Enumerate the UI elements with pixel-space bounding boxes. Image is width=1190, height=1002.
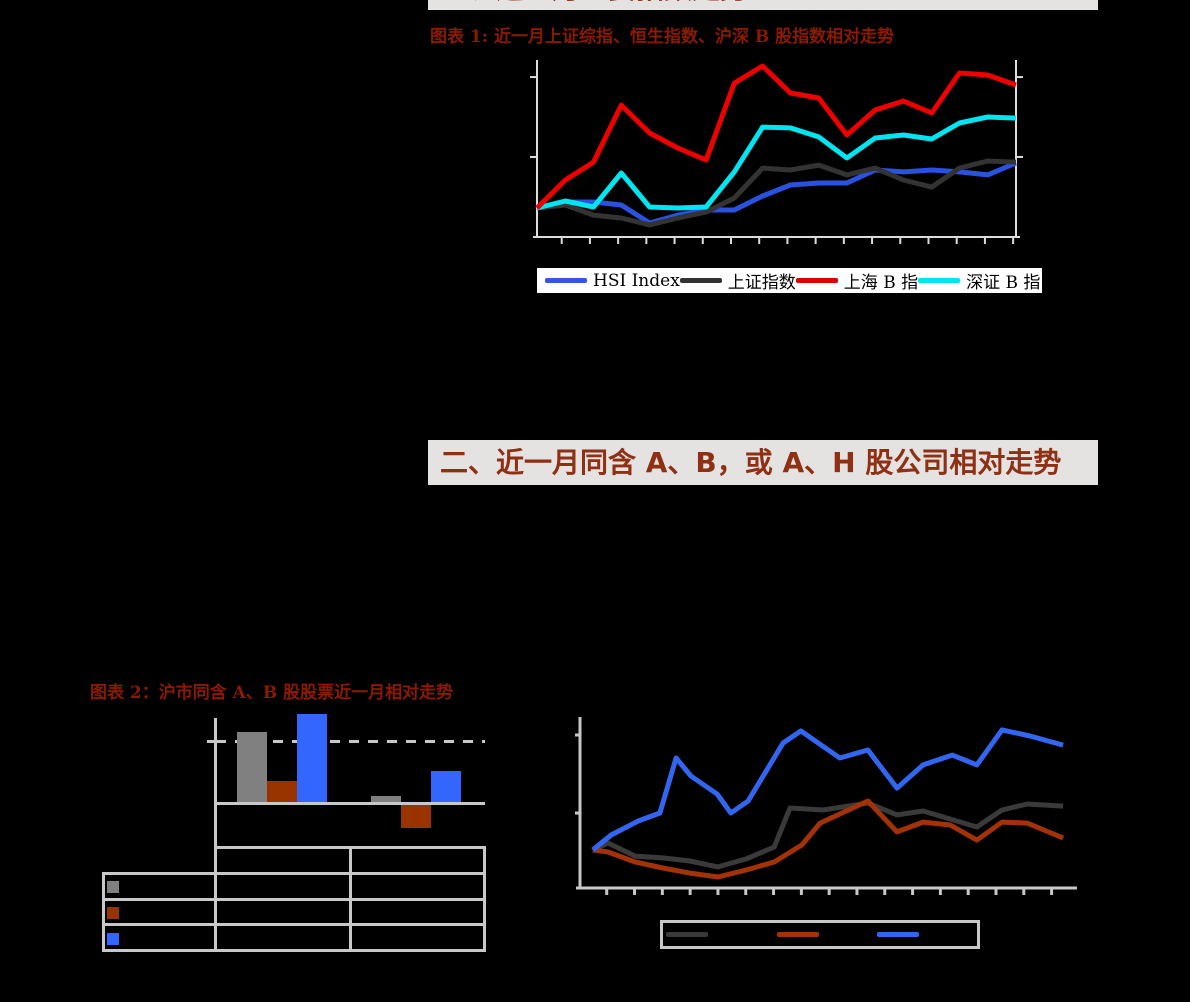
legend-swatch-brown	[777, 932, 819, 937]
legend-label: 上证指数	[727, 273, 796, 293]
figure2-bar-chart-with-table	[95, 705, 491, 955]
bar-chart-y-axis	[214, 718, 217, 952]
section2-header-bar: 二、近一月同含 A、B，或 A、H 股公司相对走势	[428, 440, 1098, 485]
bar-chart-baseline	[214, 802, 485, 805]
series3-swatch	[107, 933, 119, 945]
legend-line-swatch	[918, 278, 961, 283]
legend-line-swatch	[795, 278, 838, 283]
series1-swatch	[107, 881, 119, 893]
figure2-caption: 图表 2：沪市同含 A、B 股股票近一月相对走势	[90, 683, 454, 703]
legend-swatch-blue	[877, 932, 919, 937]
series2-swatch	[107, 907, 119, 919]
table-border	[102, 949, 486, 952]
section1-header-text: 一、近一月主要指数走势	[428, 0, 1098, 7]
legend-label: HSI Index	[593, 270, 680, 291]
series-line-1	[536, 158, 1017, 228]
bar-series1-group1	[401, 805, 431, 828]
series-line-2	[536, 114, 1017, 211]
legend-item-1: 上证指数	[679, 268, 796, 293]
figure1-line-chart	[530, 60, 1023, 244]
legend-item-2: 上海 B 指	[795, 268, 919, 293]
legend-line-swatch	[545, 278, 587, 283]
legend-label: 上海 B 指	[843, 273, 919, 293]
series-line-1	[592, 798, 1065, 880]
table-border	[102, 872, 105, 952]
bar-series2-group0	[297, 714, 327, 802]
table-border	[102, 898, 486, 901]
section1-header-bar: 一、近一月主要指数走势	[428, 0, 1098, 10]
legend-swatch-gray	[666, 932, 708, 937]
bar-chart-y-tick	[207, 740, 214, 743]
figure1-caption: 图表 1: 近一月上证综指、恒生指数、沪深 B 股指数相对走势	[430, 27, 895, 47]
bar-series1-group0	[267, 781, 297, 802]
series-line-2	[591, 727, 1064, 852]
legend-line-swatch	[679, 278, 722, 283]
legend-label: 深证 B 指	[966, 273, 1041, 293]
series-line-3	[535, 63, 1017, 210]
series-line-0	[536, 160, 1017, 226]
figure2-line-chart-legend	[660, 920, 980, 949]
table-border	[102, 872, 486, 875]
bar-series0-group1	[371, 796, 401, 802]
section2-header-text: 二、近一月同含 A、B，或 A、H 股公司相对走势	[440, 446, 1062, 479]
figure1-legend: HSI Index 上证指数 上海 B 指 深证 B 指	[535, 266, 1044, 295]
table-border	[102, 923, 486, 926]
legend-item-0: HSI Index	[545, 271, 680, 291]
series-line-0	[591, 800, 1064, 870]
legend-item-3: 深证 B 指	[918, 268, 1040, 293]
bar-chart-reference-dashed-line	[216, 740, 485, 743]
bar-series0-group0	[237, 732, 267, 802]
table-border	[349, 846, 352, 952]
table-border	[483, 846, 486, 952]
bar-series2-group1	[431, 771, 461, 802]
figure2-line-chart	[575, 717, 1077, 895]
